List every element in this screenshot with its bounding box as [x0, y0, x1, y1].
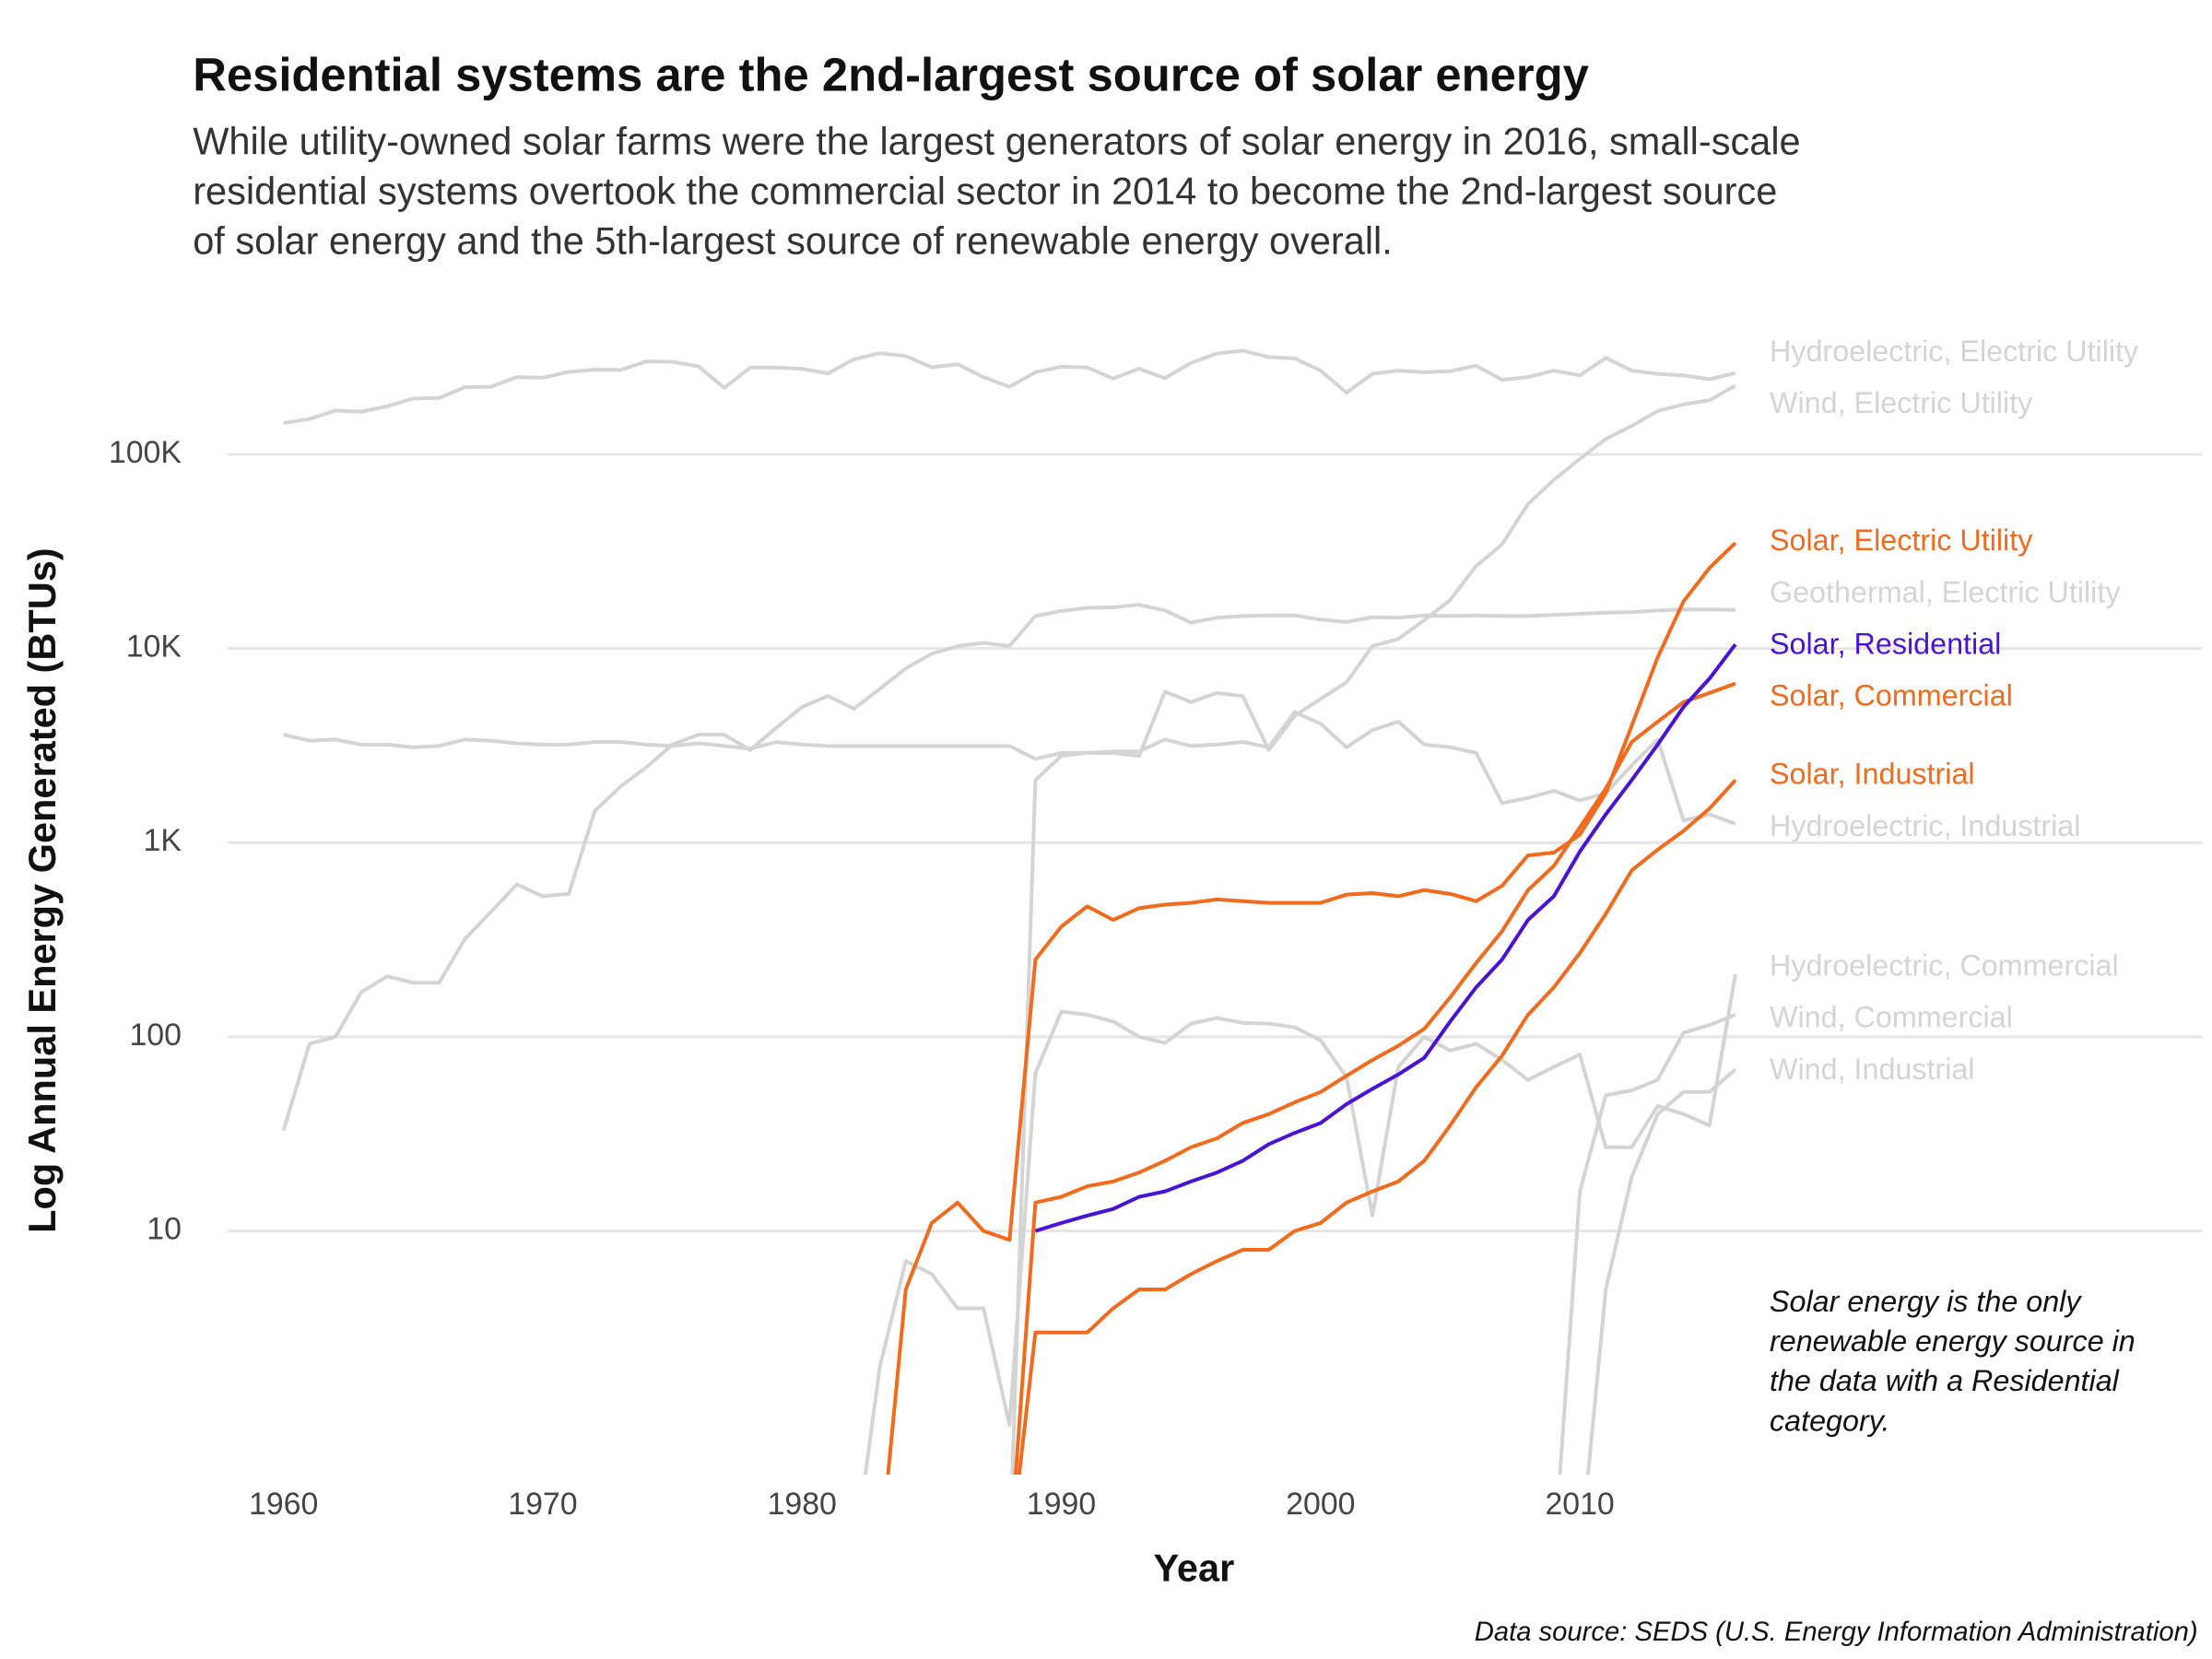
annotation: the data with a Residential: [1770, 1364, 2120, 1397]
series-label: Hydroelectric, Industrial: [1770, 809, 2080, 842]
series-line: [1013, 681, 1736, 1475]
series-line: [886, 541, 1737, 1475]
series-label: Solar, Residential: [1770, 628, 2001, 661]
series-label: Wind, Electric Utility: [1770, 386, 2033, 419]
series-line: [281, 603, 1735, 1131]
series-line: [1010, 383, 1736, 1475]
series-label: Geothermal, Electric Utility: [1770, 575, 2121, 608]
series-line: [283, 348, 1736, 425]
y-tick-label: 1K: [144, 823, 182, 858]
annotation: Solar energy is the only: [1770, 1285, 2082, 1318]
x-tick-label: 1960: [249, 1487, 318, 1522]
series-line: [1034, 642, 1737, 1233]
chart-subtitle: While utility-owned solar farms were the…: [193, 120, 1800, 163]
y-tick-label: 100K: [109, 435, 182, 470]
x-tick-label: 2010: [1545, 1487, 1614, 1522]
caption: Data source: SEDS (U.S. Energy Informati…: [1475, 1618, 2198, 1647]
x-tick-label: 1980: [768, 1487, 837, 1522]
series-label: Hydroelectric, Electric Utility: [1770, 335, 2139, 368]
chart-subtitle: of solar energy and the 5th-largest sour…: [193, 218, 1393, 262]
series-labels: Hydroelectric, Electric Utility Wind, Ele…: [1770, 335, 2139, 1086]
y-tick-label: 100: [129, 1018, 181, 1053]
series-label: Wind, Commercial: [1770, 1001, 2013, 1034]
series-line: [283, 710, 1736, 826]
series-label: Wind, Industrial: [1770, 1053, 1975, 1086]
series-line: [1017, 779, 1737, 1475]
x-tick-label: 1990: [1027, 1487, 1096, 1522]
x-axis-title: Year: [1154, 1547, 1235, 1590]
x-tick-label: 2000: [1286, 1487, 1355, 1522]
annotation: renewable energy source in: [1770, 1324, 2136, 1358]
series-line: [1558, 1013, 1736, 1475]
chart-subtitle: residential systems overtook the commerc…: [193, 170, 1777, 213]
annotation: category.: [1770, 1404, 1889, 1437]
series-label: Solar, Industrial: [1770, 758, 1975, 791]
y-axis-title: Log Annual Energy Generated (BTUs): [20, 547, 64, 1233]
series-line: [863, 973, 1737, 1475]
y-tick-label: 10: [147, 1212, 182, 1247]
y-tick-label: 10K: [126, 629, 182, 665]
series-label: Hydroelectric, Commercial: [1770, 948, 2119, 982]
series-label: Solar, Commercial: [1770, 679, 2013, 712]
chart-title: Residential systems are the 2nd-largest …: [193, 48, 1589, 100]
x-tick-label: 1970: [508, 1487, 577, 1522]
series-label: Solar, Electric Utility: [1770, 524, 2033, 557]
series-line: [1585, 1067, 1737, 1475]
plot-area: [281, 348, 1737, 1475]
grid: 10 100 1K 10K 100K 1960 1970 1980 1990 2000 2010: [109, 435, 2203, 1522]
